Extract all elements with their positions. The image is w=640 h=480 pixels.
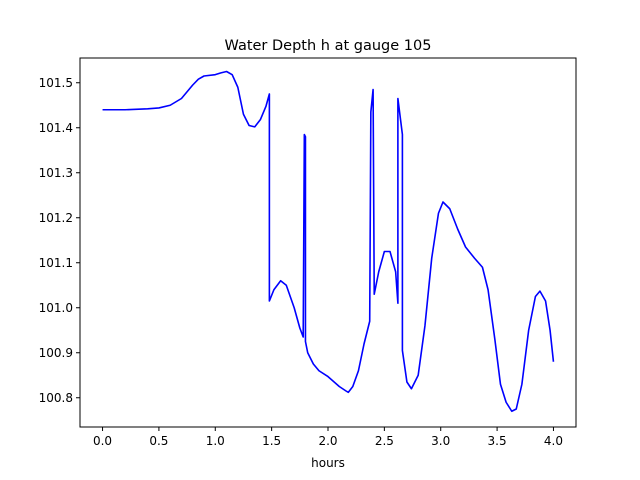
y-tick-label: 101.0 — [39, 301, 73, 315]
plot-frame — [79, 57, 577, 428]
series-layer — [102, 70, 555, 413]
x-tick-label: 3.5 — [488, 434, 507, 448]
y-tick-label: 101.1 — [39, 256, 73, 270]
x-tick-label: 3.0 — [431, 434, 450, 448]
y-tick-label: 101.2 — [39, 211, 73, 225]
x-axis-ticks: 0.0 0.5 1.0 1.5 2.0 2.5 3.0 3.5 4.0 — [93, 427, 563, 448]
x-tick-label: 2.0 — [318, 434, 337, 448]
series-line-0 — [102, 70, 555, 413]
y-axis-ticks: 100.8 100.9 101.0 101.1 101.2 101.3 101.4 101.5 — [39, 76, 80, 405]
y-tick-label: 101.5 — [39, 76, 73, 90]
x-tick-label: 1.5 — [262, 434, 281, 448]
x-tick-label: 4.0 — [544, 434, 563, 448]
x-tick-label: 0.0 — [93, 434, 112, 448]
x-tick-label: 2.5 — [375, 434, 394, 448]
x-tick-label: 0.5 — [149, 434, 168, 448]
x-axis-label: hours — [311, 456, 345, 470]
y-tick-label: 101.4 — [39, 121, 73, 135]
x-tick-label: 1.0 — [206, 434, 225, 448]
chart-title: Water Depth h at gauge 105 — [225, 38, 432, 54]
y-tick-label: 100.8 — [39, 391, 73, 405]
y-tick-label: 101.3 — [39, 166, 73, 180]
y-tick-label: 100.9 — [39, 346, 73, 360]
